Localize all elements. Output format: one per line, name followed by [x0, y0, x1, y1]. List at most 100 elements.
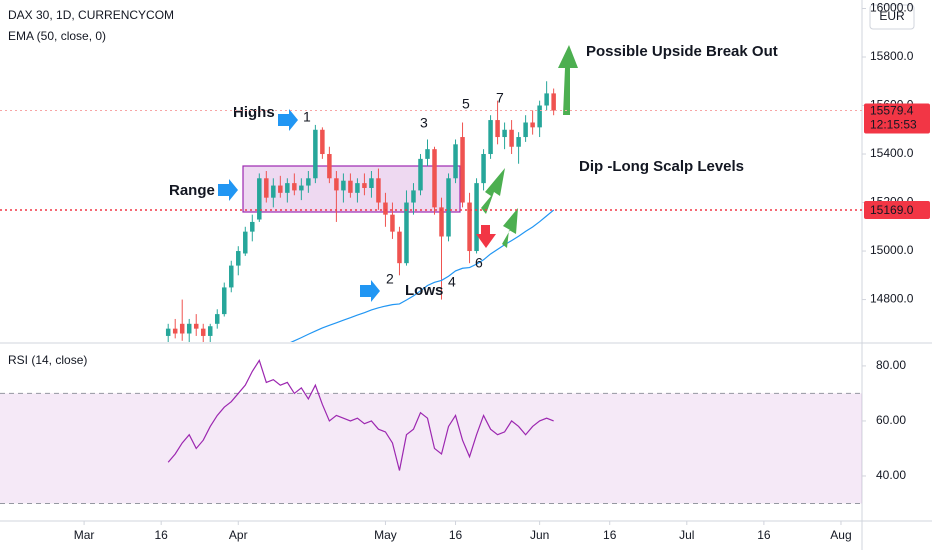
arrow [360, 280, 380, 302]
annotation: Possible Upside Break Out [586, 43, 778, 60]
candle-body [397, 231, 402, 264]
candle-body [165, 328, 171, 336]
x-tick-label: Apr [229, 528, 248, 542]
level-tag [864, 201, 930, 220]
x-tick-label: 16 [757, 528, 771, 542]
y-tick-label: 16000.0 [870, 1, 914, 15]
arrow [558, 45, 578, 115]
candle-body [172, 328, 178, 334]
candle-body [285, 183, 290, 193]
candle-body [474, 183, 479, 252]
candle-body [243, 231, 248, 254]
x-tick-label: Mar [74, 528, 95, 542]
candle-body [481, 154, 486, 184]
x-tick-label: 16 [155, 528, 169, 542]
x-tick-label: Aug [830, 528, 851, 542]
candle-body [418, 158, 423, 191]
candle-body [369, 178, 374, 188]
candle-body [186, 323, 192, 334]
last-price-label: 15579.4 [870, 104, 914, 118]
candle-body [509, 129, 514, 147]
candle-body [411, 190, 416, 203]
candle-body [453, 144, 458, 179]
candle-body [179, 323, 185, 334]
currency-box [869, 4, 915, 30]
rsi-title: RSI (14, close) [8, 353, 87, 367]
wave-label: 5 [462, 96, 470, 112]
candle-body [530, 122, 535, 128]
candle-body [467, 202, 472, 252]
x-tick-label: May [374, 528, 397, 542]
candle-body [432, 149, 437, 208]
overlay: EUR Highs Range Lows Possible Upside Break O… [169, 4, 915, 302]
wave-label: 3 [420, 115, 428, 131]
annotation: Highs [233, 104, 275, 121]
candle-body [299, 185, 304, 191]
x-tick-label: 16 [449, 528, 463, 542]
candle-body [446, 178, 451, 237]
candle-body [327, 154, 332, 179]
candle-body [215, 314, 220, 324]
candle-body [376, 178, 381, 203]
currency: EUR [879, 9, 905, 23]
candle-body [404, 202, 409, 264]
y-tick-label: 15400.0 [870, 146, 914, 160]
chart-title: DAX 30, 1D, CURRENCYCOM [8, 8, 174, 22]
candle-body [383, 202, 388, 215]
rsi-pane [0, 359, 862, 504]
candle-body [502, 129, 507, 138]
countdown: 12:15:53 [870, 118, 917, 132]
x-tick-label: Jun [530, 528, 549, 542]
candle-body [193, 323, 199, 329]
candle-body [306, 178, 311, 186]
candle-body [460, 137, 465, 203]
arrow [476, 225, 496, 248]
arrow [502, 208, 518, 248]
line [167, 359, 554, 471]
candle-body [544, 93, 549, 106]
wave-label: 2 [386, 271, 394, 287]
candle-body [278, 185, 283, 193]
arrow [481, 168, 505, 214]
rsi-band [0, 393, 862, 504]
candle-body [313, 129, 318, 179]
candle-body [516, 137, 521, 147]
y-tick-label: 15800.0 [870, 49, 914, 63]
candle-body [207, 326, 213, 336]
wave-label: 6 [475, 255, 483, 271]
last-price-tag [864, 103, 930, 134]
candle-body [334, 178, 339, 191]
candle-body [236, 251, 241, 266]
wave-label: 1 [303, 109, 311, 125]
candle-body [488, 120, 493, 155]
candle-body [390, 214, 395, 232]
annotation: Lows [405, 282, 443, 299]
candle-body [362, 183, 367, 188]
x-tick-label: 16 [603, 528, 617, 542]
wave-label: 7 [496, 90, 504, 106]
candle-body [355, 183, 360, 193]
y-tick-label: 14800.0 [870, 292, 914, 306]
candle-body [229, 265, 234, 288]
x-tick-label: Jul [679, 528, 694, 542]
annotation: Range [169, 182, 215, 199]
candle-body [348, 180, 353, 193]
candle-body [439, 207, 444, 237]
candle-body [222, 287, 227, 315]
candle-body [425, 149, 430, 159]
candle-body [551, 93, 556, 111]
candle-body [200, 328, 206, 336]
candle-body [523, 122, 528, 138]
candle-body [537, 105, 542, 128]
candle-body [271, 185, 276, 198]
level-label: 15169.0 [870, 203, 914, 217]
y-tick-label: 15000.0 [870, 243, 914, 257]
candle-body [264, 178, 269, 198]
wave-label: 4 [448, 274, 456, 290]
candle-body [257, 178, 262, 220]
y-tick-label: 80.00 [876, 358, 906, 372]
line [290, 209, 555, 342]
candle-body [250, 221, 255, 232]
arrow [278, 109, 298, 131]
